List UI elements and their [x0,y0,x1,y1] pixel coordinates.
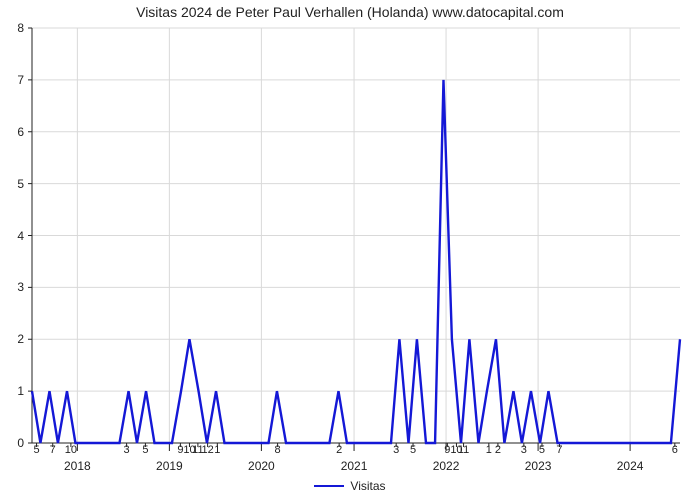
y-tick-label: 3 [17,280,24,294]
x-year-label: 2019 [156,459,183,473]
x-year-label: 2023 [525,459,552,473]
x-tick-label: 1 [214,444,220,456]
chart-root: Visitas 2024 de Peter Paul Verhallen (Ho… [0,0,700,500]
y-tick-label: 1 [17,384,24,398]
x-tick-label: 7 [556,444,562,456]
x-tick-label: 2 [495,444,501,456]
plot-area [32,28,680,443]
y-tick-label: 2 [17,332,24,346]
y-tick-label: 6 [17,125,24,139]
y-tick-label: 8 [17,21,24,35]
x-tick-label: 3 [124,444,130,456]
x-tick-label: 8 [275,444,281,456]
x-tick-label: 5 [33,444,39,456]
y-axis-labels: 012345678 [0,28,28,443]
x-tick-label: 7 [50,444,56,456]
x-axis-tick-labels: 57103591011121823591011123576 [32,444,680,460]
x-tick-label: 5 [539,444,545,456]
x-tick-label: 12 [201,444,213,456]
x-tick-label: 1 [486,444,492,456]
x-year-label: 2024 [617,459,644,473]
legend: Visitas [0,478,700,493]
x-year-label: 2020 [248,459,275,473]
y-tick-label: 4 [17,229,24,243]
y-tick-label: 0 [17,436,24,450]
legend-label: Visitas [350,479,385,493]
x-tick-label: 6 [672,444,678,456]
x-tick-label: 10 [65,444,77,456]
x-tick-label: 3 [393,444,399,456]
x-year-label: 2022 [433,459,460,473]
x-tick-label: 3 [521,444,527,456]
x-tick-label: 5 [410,444,416,456]
y-tick-label: 5 [17,177,24,191]
x-year-label: 2021 [341,459,368,473]
x-year-label: 2018 [64,459,91,473]
x-tick-label: 11 [458,444,469,456]
x-tick-label: 5 [142,444,148,456]
x-axis-year-labels: 2018 2019 2020 2021 2022 2023 2024 [32,459,680,475]
chart-title: Visitas 2024 de Peter Paul Verhallen (Ho… [0,4,700,20]
plot-svg [32,28,680,443]
legend-swatch [314,485,344,487]
x-tick-label: 2 [336,444,342,456]
y-tick-label: 7 [17,73,24,87]
